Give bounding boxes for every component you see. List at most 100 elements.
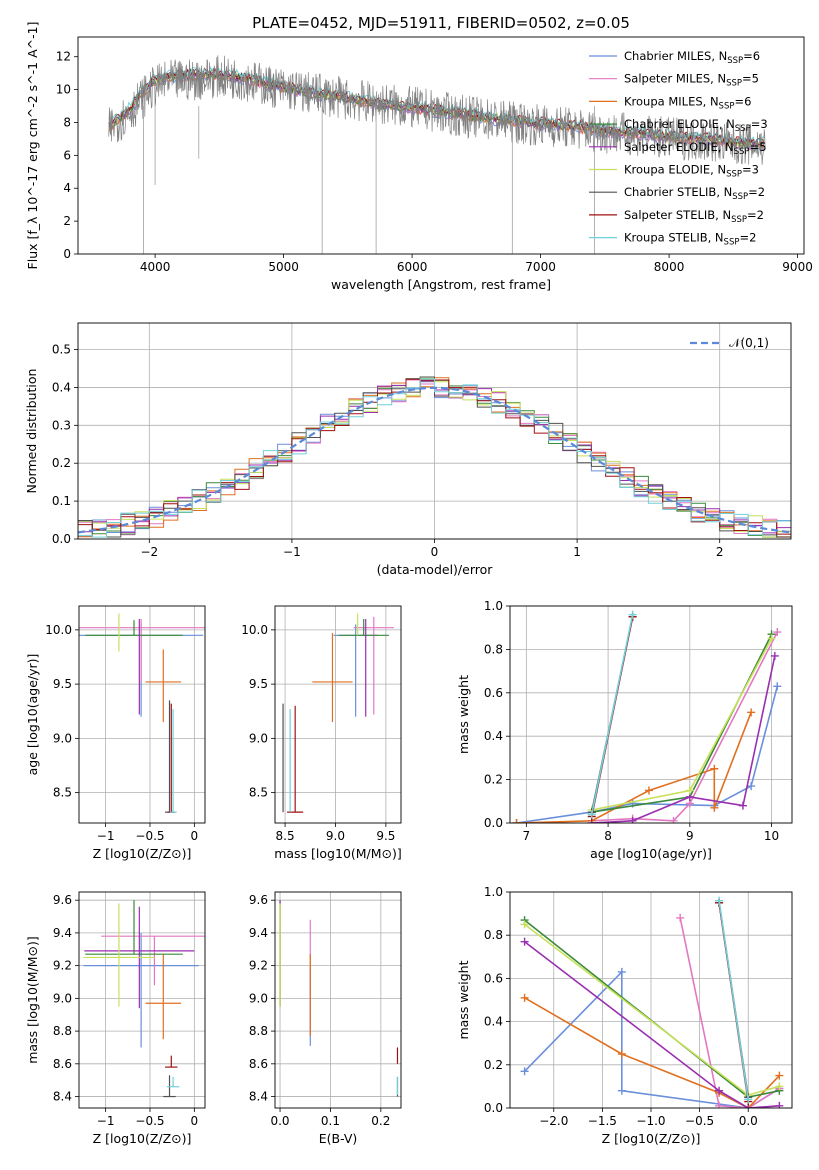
mass-weight-marker [715,1086,724,1095]
y-tick-label: 0.8 [484,928,503,942]
legend-label-tail: =5 [742,72,759,86]
plot-area [83,900,205,1098]
legend-label: Chabrier MILES, NSSP=6 [624,49,760,66]
legend-label-name: Salpeter MILES, N [624,72,726,86]
legend-label-sub: SSP [719,101,735,111]
mass-weight-marker [715,1101,724,1108]
y-tick-label: 9.0 [249,731,268,745]
residuals-chart: −2 −1 0 1 2 0.0 0.1 0.2 0.3 0.4 0.5 (data-model)/er… [24,322,792,577]
y-tick-label: 0.0 [52,532,71,546]
x-tick-label: −1 [283,545,301,559]
legend-label-tail: =2 [739,231,756,245]
legend-label: Salpeter MILES, NSSP=5 [624,72,759,89]
y-tick-label: 10 [56,83,71,97]
axes-frame [77,322,792,540]
x-tick-label: 7 [523,829,531,843]
mass-weight-marker [744,1095,753,1104]
mass-weight-marker [669,816,678,823]
x-tick-label: −0.5 [135,829,164,843]
mass-weight-marker [710,803,719,812]
y-tick-label: 9.4 [53,926,72,940]
y-tick-label: 0.0 [484,816,503,830]
legend-label-tail: =2 [747,208,764,222]
x-tick-label: 0.2 [371,1114,390,1128]
grid [510,891,792,1109]
mass-weight-marker [738,801,747,810]
x-axis-label: Z [log10(Z/Z⊙)] [602,1131,701,1146]
legend-label-tail: =5 [750,140,767,154]
y-tick-label: 0.8 [484,642,503,656]
legend-label: Salpeter STELIB, NSSP=2 [624,208,764,225]
y-tick-label: 0 [63,247,71,261]
legend-label-tail: =3 [751,117,768,131]
plot-area [520,896,784,1108]
x-tick-label: 9 [686,829,694,843]
mass-weight-marker [520,993,529,1002]
y-axis-label: mass [log10(M/M⊙)] [25,936,40,1064]
mass-weight-marker [617,1086,626,1095]
y-tick-label: 2 [63,214,71,228]
x-tick-label: −1.5 [588,1114,617,1128]
x-tick-label: 8000 [654,260,685,274]
mass-weight-line [516,712,752,823]
y-tick-label: 0.6 [484,686,503,700]
x-tick-label: −2 [140,545,158,559]
plot-area [279,900,399,1097]
legend-label: Chabrier ELODIE, NSSP=3 [624,117,768,134]
mass-vs-z-chart: −1 −0.5 0 8.4 8.6 8.8 9.0 9.2 9.4 9.6 Z [log10(Z/Z… [25,891,206,1146]
legend-label-sub: SSP [734,147,750,157]
axes-frame [78,891,206,1109]
residual-histogram [78,378,791,538]
axes-frame [509,891,793,1109]
mass-weight-marker [747,782,756,791]
legend-label-name: Kroupa MILES, N [624,94,719,108]
legend-label: 𝒩(0,1) [729,336,769,350]
plot-area [512,610,782,823]
age-vs-z-chart: −1 −0.5 0 8.5 9.0 9.5 10.0 Z [log10(Z/Z⊙)] age [… [25,605,206,861]
plot-area [78,376,791,538]
mass-weight-line [591,633,773,813]
legend-label: Chabrier STELIB, NSSP=2 [624,185,765,202]
mass-weight-line [590,614,634,815]
y-tick-label: 6 [63,148,71,162]
legend-label-sub: SSP [727,56,743,66]
legend-label-sub: SSP [726,79,742,89]
x-tick-label: 10 [764,829,779,843]
y-tick-label: 0.3 [52,418,71,432]
mass-weight-marker [512,819,521,823]
observed-spectrum-line [108,55,766,165]
x-axis-label: mass [log10(M/M⊙)] [274,846,402,861]
x-tick-label: 0 [191,1114,199,1128]
mass-weight-marker [767,634,776,643]
mass-weight-marker [617,1050,626,1058]
figure-title: PLATE=0452, MJD=51911, FIBERID=0502, z=0… [252,14,630,32]
x-tick-label: 6000 [397,260,428,274]
y-tick-label: 8.6 [249,1057,268,1071]
axes-frame [274,605,402,824]
x-tick-label: 7000 [525,260,556,274]
y-tick-label: 8.4 [249,1090,268,1104]
y-axis-label: mass weight [456,675,471,754]
y-tick-label: 8.6 [53,1057,72,1071]
legend-label-name: Chabrier ELODIE, N [624,117,735,131]
y-tick-label: 9.2 [53,959,72,973]
y-tick-label: 9.6 [53,893,72,907]
mass-weight-marker [644,786,653,795]
x-tick-label: −1 [97,829,115,843]
y-tick-label: 4 [63,181,71,195]
y-tick-label: 8.4 [53,1090,72,1104]
x-tick-label: 8 [604,829,612,843]
mass-weight-marker [710,764,719,773]
legend-label-name: Chabrier MILES, N [624,49,727,63]
massweight-vs-z-chart: −2.0 −1.5 −1.0 −0.5 0.0 0.0 0.2 0.4 0.6 0.8 1.0 Z [… [456,885,793,1146]
mass-weight-marker [770,651,779,660]
mass-weight-marker [617,967,626,976]
axes-frame [509,605,793,824]
x-tick-label: −0.5 [135,1114,164,1128]
x-axis-label: (data-model)/error [377,562,494,577]
mass-weight-line [591,638,773,811]
x-tick-label: −1.0 [636,1114,665,1128]
y-tick-label: 10.0 [45,623,72,637]
